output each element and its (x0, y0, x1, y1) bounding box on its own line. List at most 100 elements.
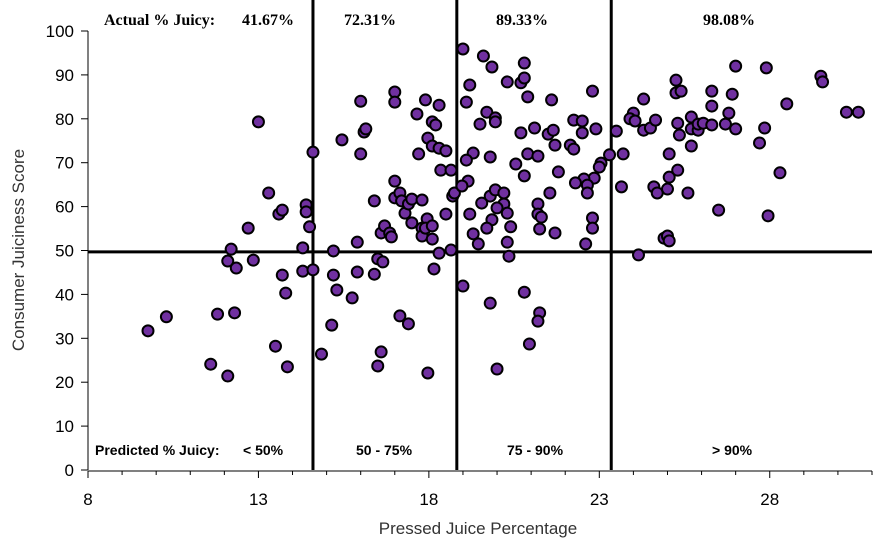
predicted-juicy-label: Predicted % Juicy: (95, 442, 220, 458)
data-point (473, 117, 487, 131)
data-point (246, 253, 260, 267)
data-point (609, 124, 623, 138)
data-point (660, 182, 674, 196)
data-point (729, 122, 743, 136)
predicted-value-1: < 50% (243, 442, 284, 458)
data-point (405, 216, 419, 230)
data-point (141, 324, 155, 338)
data-point (376, 255, 390, 269)
data-point (350, 235, 364, 249)
data-point (548, 138, 562, 152)
data-point (839, 105, 853, 119)
data-point (371, 359, 385, 373)
data-point (221, 369, 235, 383)
data-point (296, 264, 310, 278)
data-point (221, 254, 235, 268)
data-point (504, 220, 518, 234)
data-point (500, 75, 514, 89)
data-point (444, 243, 458, 257)
data-point (432, 246, 446, 260)
data-point (326, 268, 340, 282)
data-point (455, 179, 469, 193)
data-point (211, 307, 225, 321)
data-point (759, 61, 773, 75)
data-point (306, 263, 320, 277)
y-tick-label: 40 (55, 285, 74, 304)
x-tick-label: 13 (249, 490, 268, 509)
data-point (159, 310, 173, 324)
data-point (241, 221, 255, 235)
data-point (439, 207, 453, 221)
data-point (325, 318, 339, 332)
data-point (466, 227, 480, 241)
data-point (476, 49, 490, 63)
data-point (432, 98, 446, 112)
data-point (354, 147, 368, 161)
reference-lines (88, 0, 872, 470)
data-point (303, 220, 317, 234)
data-point (521, 90, 535, 104)
data-point (575, 126, 589, 140)
data-point (275, 203, 289, 217)
data-point (567, 142, 581, 156)
data-point (485, 60, 499, 74)
data-point (483, 296, 497, 310)
data-point (463, 207, 477, 221)
data-point (662, 170, 676, 184)
y-tick-label: 70 (55, 154, 74, 173)
data-point (522, 337, 536, 351)
data-point (753, 136, 767, 150)
data-point (705, 84, 719, 98)
data-point (669, 73, 683, 87)
data-point (427, 262, 441, 276)
data-point (575, 114, 589, 128)
y-tick-label: 50 (55, 242, 74, 261)
data-point (268, 339, 282, 353)
data-point (401, 317, 415, 331)
data-point (330, 283, 344, 297)
data-point (662, 234, 676, 248)
data-point (592, 160, 606, 174)
data-point (224, 242, 238, 256)
data-point (488, 115, 502, 129)
data-point (546, 123, 560, 137)
data-point (500, 235, 514, 249)
data-point (229, 261, 243, 275)
data-point (534, 210, 548, 224)
data-point (531, 314, 545, 328)
data-point (439, 144, 453, 158)
data-point (384, 230, 398, 244)
data-point (280, 360, 294, 374)
data-point (517, 285, 531, 299)
data-point (521, 147, 535, 161)
y-tick-label: 0 (65, 461, 74, 480)
data-point (543, 186, 557, 200)
data-point (463, 78, 477, 92)
data-point (459, 153, 473, 167)
data-point (262, 186, 276, 200)
x-tick-label: 18 (419, 490, 438, 509)
data-point (359, 122, 373, 136)
data-point (425, 219, 439, 233)
data-point (816, 75, 830, 89)
data-point (758, 121, 772, 135)
data-point (548, 226, 562, 240)
y-axis-label: Consumer Juiciness Score (9, 149, 28, 351)
axes: 0 10 20 30 40 50 60 70 80 90 100 8 13 18 23 28 (46, 22, 873, 509)
data-point (672, 128, 686, 142)
data-point (490, 201, 504, 215)
data-point (410, 107, 424, 121)
data-point (761, 209, 775, 223)
data-point (444, 163, 458, 177)
data-point (517, 56, 531, 70)
data-point (483, 150, 497, 164)
data-point (471, 237, 485, 251)
data-point (345, 291, 359, 305)
data-point (509, 157, 523, 171)
data-point (533, 222, 547, 236)
data-point (517, 71, 531, 85)
data-point (459, 95, 473, 109)
data-point (579, 237, 593, 251)
data-point (514, 126, 528, 140)
